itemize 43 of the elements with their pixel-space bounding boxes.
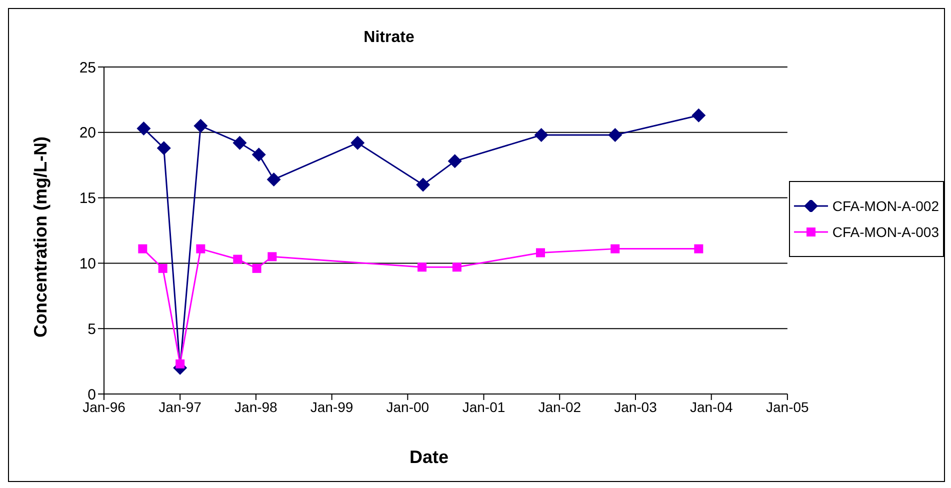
y-tick-label: 25: [79, 59, 96, 76]
point: [608, 128, 622, 142]
legend-label: CFA-MON-A-003: [832, 224, 939, 240]
point: [536, 248, 545, 258]
x-tick-label: Jan-98: [234, 398, 278, 415]
x-tick-label: Jan-97: [158, 398, 202, 415]
y-axis-title: Concentration (mg/L-N): [30, 136, 52, 338]
point: [448, 154, 462, 168]
legend-label: CFA-MON-A-002: [832, 198, 939, 214]
point: [350, 136, 365, 150]
point: [232, 136, 247, 150]
y-tick-label: 15: [79, 190, 96, 208]
point: [158, 264, 168, 273]
y-tick-label: 10: [79, 256, 96, 273]
point: [252, 148, 266, 162]
y-tick-label: 20: [79, 124, 96, 142]
chart-title: Nitrate: [362, 29, 416, 47]
point: [418, 262, 427, 272]
point: [416, 178, 430, 192]
point: [694, 244, 704, 254]
point: [534, 128, 548, 142]
point: [196, 244, 206, 254]
point: [252, 264, 262, 273]
x-tick-label: Jan-99: [310, 398, 354, 415]
point: [194, 118, 208, 133]
point: [138, 244, 148, 254]
x-tick-label: Jan-04: [690, 398, 733, 415]
point: [156, 141, 171, 156]
x-tick-label: Jan-00: [386, 398, 430, 415]
x-tick-label: Jan-03: [614, 398, 658, 415]
point: [452, 262, 462, 272]
point: [266, 172, 281, 186]
x-tick-label: Jan-05: [766, 398, 810, 415]
point: [268, 252, 277, 262]
point: [176, 359, 185, 368]
point: [610, 244, 620, 254]
y-tick-label: 5: [88, 320, 96, 338]
x-axis-title: Date: [408, 447, 450, 468]
x-tick-label: Jan-01: [462, 398, 506, 415]
x-tick-label: Jan-02: [538, 398, 582, 415]
point: [136, 121, 151, 136]
point: [233, 254, 242, 264]
point: [692, 108, 706, 122]
